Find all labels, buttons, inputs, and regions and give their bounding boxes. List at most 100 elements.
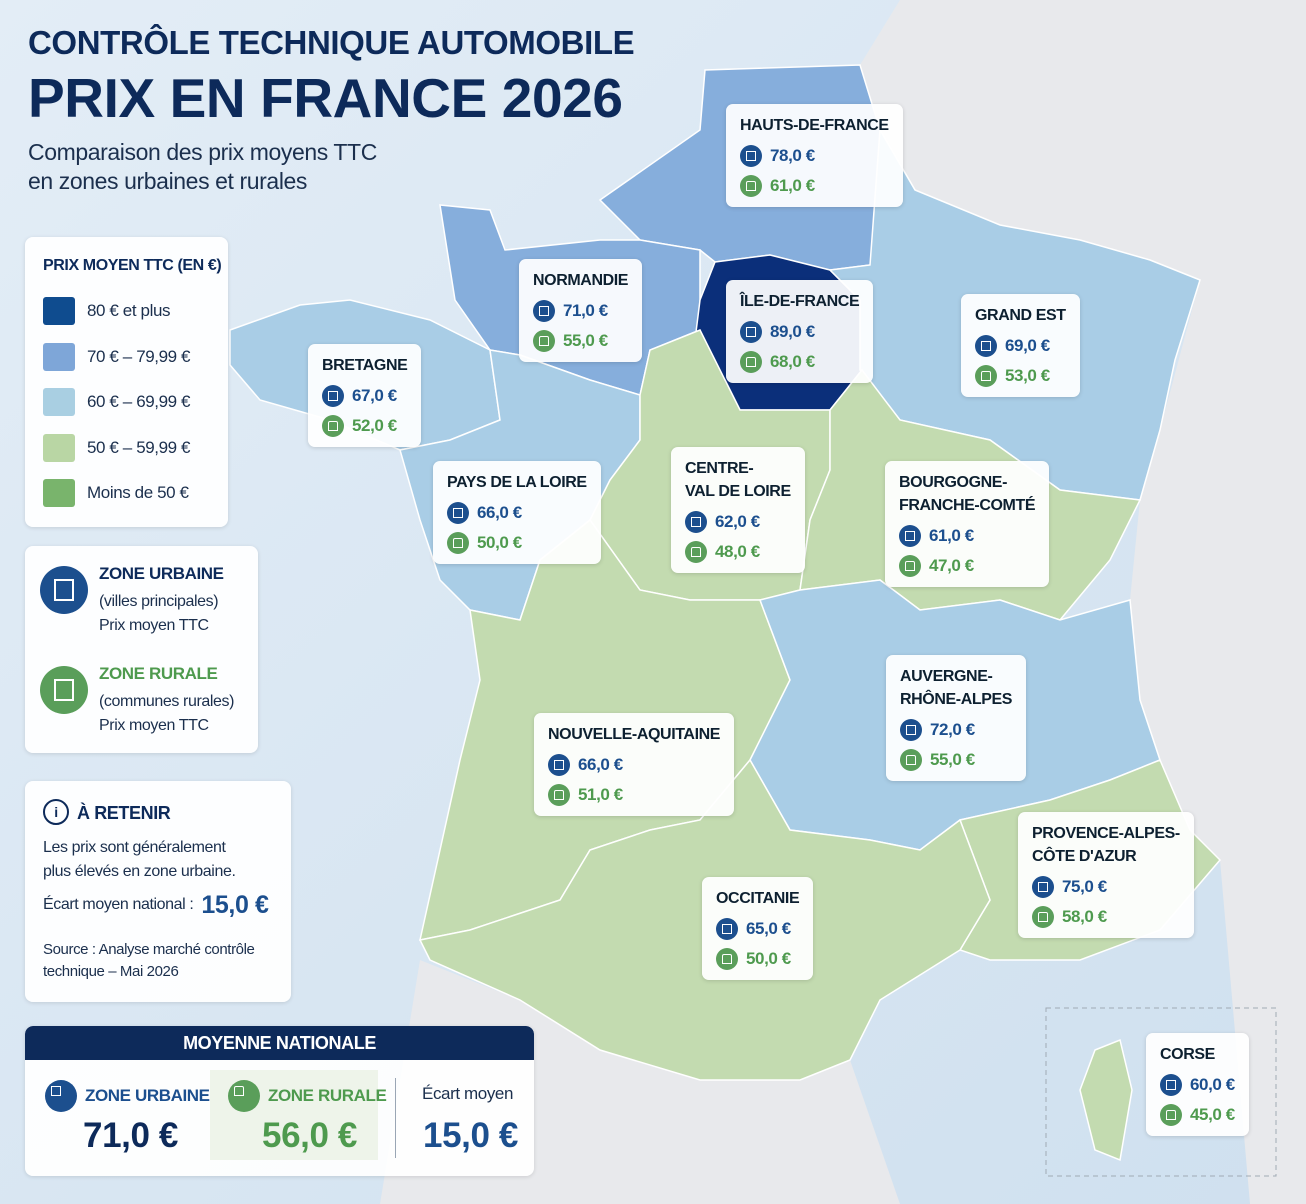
region-label: BRETAGNE 67,0 € 52,0 € [308, 344, 422, 447]
legend-item: 60 € – 69,99 € [43, 388, 191, 416]
urban-price: 71,0 € [533, 300, 628, 322]
price-value: 51,0 € [578, 785, 623, 804]
rural-price: 55,0 € [900, 749, 1012, 771]
region-label: ÎLE-DE-FRANCE 89,0 € 68,0 € [726, 280, 874, 383]
rural-icon [716, 948, 738, 970]
price-value: 62,0 € [715, 512, 760, 531]
rural-icon [1160, 1104, 1182, 1126]
text-line: (communes rurales) [99, 693, 235, 710]
text-line: Prix moyen TTC [99, 617, 209, 634]
rural-icon [740, 175, 762, 197]
urban-price: 60,0 € [1160, 1074, 1235, 1096]
rural-price: 48,0 € [685, 541, 791, 563]
title: PRIX EN FRANCE 2026 [28, 67, 623, 129]
rural-icon [40, 666, 88, 714]
price-value: 61,0 € [770, 176, 815, 195]
price-value: 68,0 € [770, 352, 815, 371]
rural-price: 50,0 € [447, 532, 587, 554]
legend-item: 50 € – 59,99 € [43, 433, 191, 462]
price-value: 61,0 € [929, 526, 974, 545]
urban-price: 61,0 € [899, 525, 1035, 547]
rural-icon [975, 365, 997, 387]
region-name: CÔTE D'AZUR [1032, 848, 1137, 865]
info-icon: i [43, 799, 69, 825]
urban-price: 75,0 € [1032, 876, 1180, 898]
urban-price: 67,0 € [322, 385, 407, 407]
legend-item: 70 € – 79,99 € [43, 342, 191, 371]
urban-icon [548, 754, 570, 776]
region-name: CORSE [1160, 1046, 1215, 1063]
text-line: Prix moyen TTC [99, 717, 209, 734]
rural-icon [548, 784, 570, 806]
region-name: OCCITANIE [716, 890, 800, 907]
region-name: BOURGOGNE- [899, 474, 1008, 491]
rural-icon [685, 541, 707, 563]
price-value: 52,0 € [352, 416, 397, 435]
price-value: 55,0 € [930, 750, 975, 769]
region-label: PROVENCE-ALPES- CÔTE D'AZUR 75,0 € 58,0 € [1018, 812, 1194, 938]
region-label: OCCITANIE 65,0 € 50,0 € [702, 877, 814, 980]
region-label: CENTRE- VAL DE LOIRE 62,0 € 48,0 € [671, 447, 805, 573]
region-name: PAYS DE LA LOIRE [447, 474, 587, 491]
note-gap: Écart moyen national : 15,0 € [43, 893, 269, 918]
price-value: 75,0 € [1062, 877, 1107, 896]
urban-price: 72,0 € [900, 719, 1012, 741]
urban-icon [447, 502, 469, 524]
urban-price: 78,0 € [740, 145, 889, 167]
legend-label: 80 € et plus [87, 301, 171, 320]
price-value: 69,0 € [1005, 336, 1050, 355]
rural-icon [533, 330, 555, 352]
rural-price: 61,0 € [740, 175, 889, 197]
region-label: PAYS DE LA LOIRE 66,0 € 50,0 € [433, 461, 601, 564]
note-panel: i À RETENIR Les prix sont généralement pl… [25, 781, 291, 1002]
subtitle: Comparaison des prix moyens TTC en zones… [28, 138, 377, 196]
rural-price: 68,0 € [740, 351, 859, 373]
rural-icon [740, 351, 762, 373]
region-name: NOUVELLE-AQUITAINE [548, 726, 721, 743]
rural-price: 58,0 € [1032, 906, 1180, 928]
region-label: CORSE 60,0 € 45,0 € [1146, 1033, 1249, 1136]
rural-price: 51,0 € [548, 784, 720, 806]
region-name: BRETAGNE [322, 357, 408, 374]
urban-icon [740, 145, 762, 167]
legend-swatch [43, 433, 75, 462]
urban-price: 66,0 € [447, 502, 587, 524]
price-value: 58,0 € [1062, 907, 1107, 926]
urban-icon [40, 566, 88, 614]
price-value: 66,0 € [578, 755, 623, 774]
text-line: Les prix sont généralement [43, 839, 226, 856]
urban-icon [899, 525, 921, 547]
region-label: AUVERGNE- RHÔNE-ALPES 72,0 € 55,0 € [886, 655, 1027, 781]
rural-price: 47,0 € [899, 555, 1035, 577]
urban-price: 89,0 € [740, 321, 859, 343]
price-value: 89,0 € [770, 322, 815, 341]
text-line: plus élevés en zone urbaine. [43, 863, 236, 880]
national-urban-label: ZONE URBAINE [45, 1080, 210, 1112]
legend-label: Moins de 50 € [87, 483, 189, 502]
urban-desc: (villes principales) Prix moyen TTC [99, 590, 219, 638]
legend-item: 80 € et plus [43, 297, 171, 325]
rural-icon [1032, 906, 1054, 928]
text-line: technique – Mai 2026 [43, 963, 179, 980]
region-label: NOUVELLE-AQUITAINE 66,0 € 51,0 € [534, 713, 735, 816]
note-title: À RETENIR [77, 803, 171, 823]
national-rural-value: 56,0 € [262, 1116, 357, 1155]
price-value: 71,0 € [563, 301, 608, 320]
legend: PRIX MOYEN TTC (EN €) 80 € et plus 70 € –… [25, 237, 228, 527]
national-gap-label: Écart moyen [422, 1084, 514, 1103]
national-title: MOYENNE NATIONALE [25, 1026, 534, 1060]
region-name: NORMANDIE [533, 272, 629, 289]
kicker: CONTRÔLE TECHNIQUE AUTOMOBILE [28, 24, 635, 61]
legend-item: Moins de 50 € [43, 479, 189, 507]
price-value: 55,0 € [563, 331, 608, 350]
price-value: 47,0 € [929, 556, 974, 575]
urban-icon [685, 511, 707, 533]
rural-price: 50,0 € [716, 948, 799, 970]
region-label: GRAND EST 69,0 € 53,0 € [961, 294, 1080, 397]
note-text: Les prix sont généralement plus élevés en… [43, 836, 236, 884]
region-name: ÎLE-DE-FRANCE [740, 293, 860, 310]
price-value: 50,0 € [746, 949, 791, 968]
urban-icon [1032, 876, 1054, 898]
region-name: PROVENCE-ALPES- [1032, 825, 1180, 842]
price-value: 48,0 € [715, 542, 760, 561]
